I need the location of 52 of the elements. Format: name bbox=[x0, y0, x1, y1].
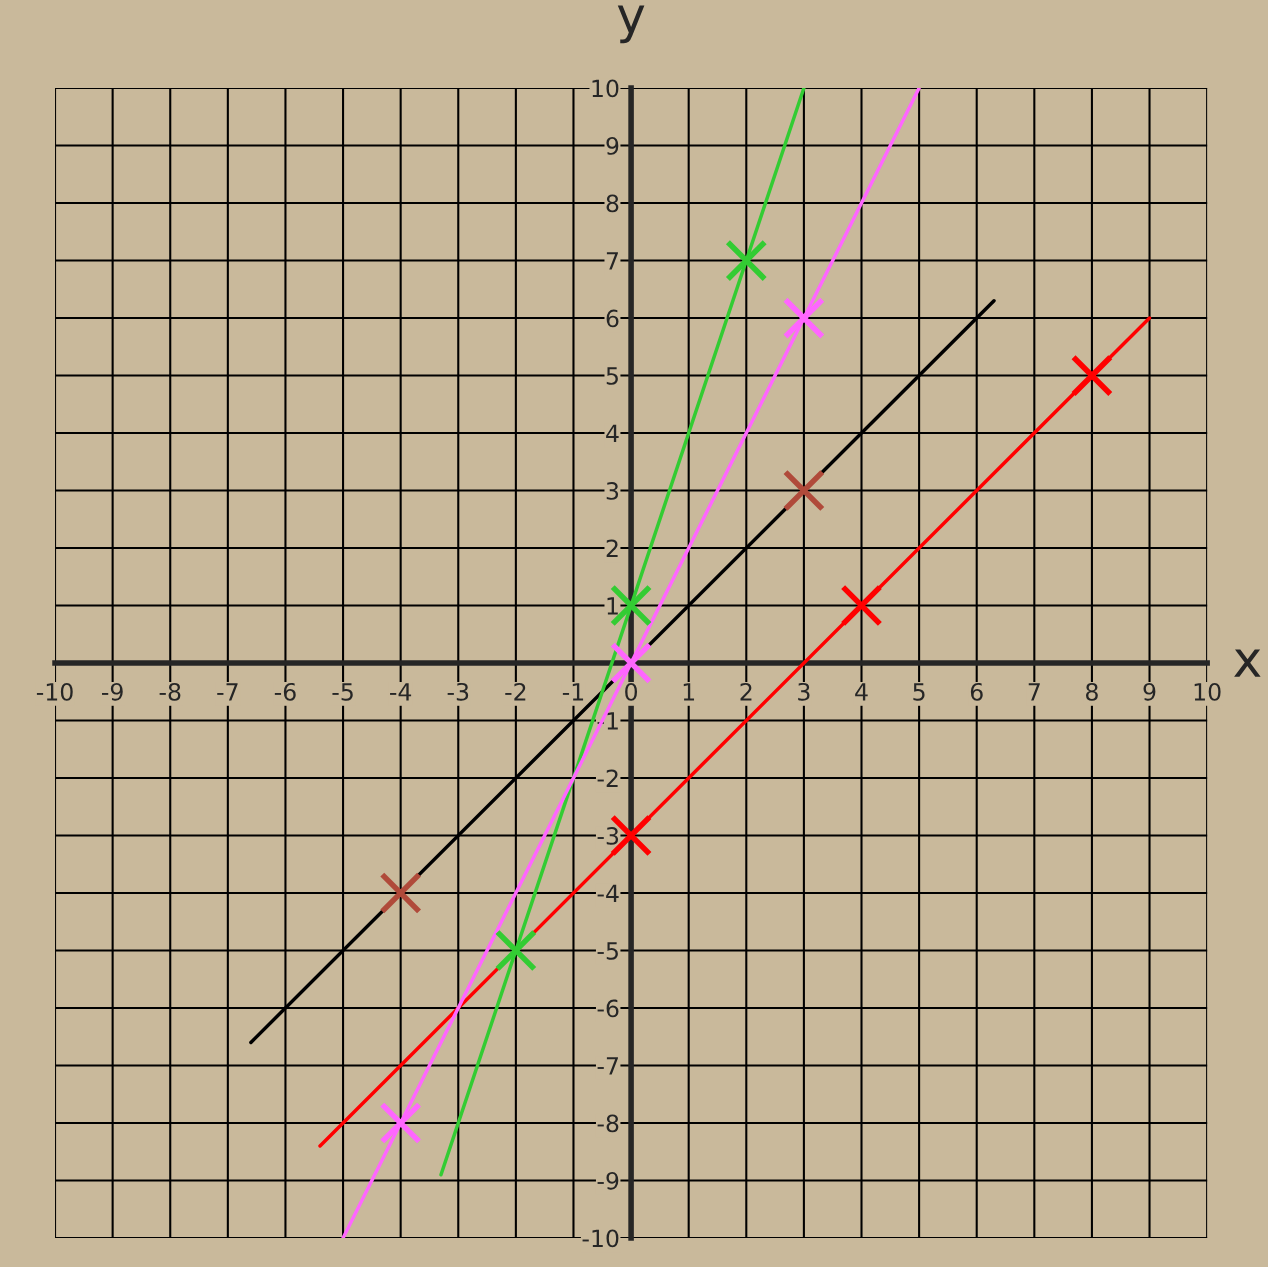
y-tick-label: -5 bbox=[597, 942, 618, 960]
x-tick-label: -6 bbox=[274, 682, 296, 701]
y-tick-label: -6 bbox=[597, 999, 619, 1018]
y-tick-label: 1 bbox=[607, 597, 618, 615]
x-tick-label: -5 bbox=[332, 683, 353, 701]
y-tick-label: 5 bbox=[606, 367, 618, 385]
x-tick-label: 1 bbox=[683, 683, 695, 701]
y-tick-label: -2 bbox=[597, 769, 618, 787]
x-tick-label: 9 bbox=[1143, 682, 1156, 701]
y-tick-label: -9 bbox=[597, 1171, 619, 1190]
x-tick-label: 7 bbox=[1028, 683, 1040, 701]
x-tick-label: -10 bbox=[36, 682, 73, 701]
point bbox=[782, 469, 826, 512]
y-tick-label: 3 bbox=[606, 481, 619, 500]
x-tick-label: -4 bbox=[390, 683, 412, 701]
x-tick-label: -2 bbox=[505, 682, 526, 701]
y-tick-label: 9 bbox=[606, 137, 619, 155]
point bbox=[379, 871, 422, 915]
point bbox=[609, 584, 653, 627]
y-tick-label: -10 bbox=[582, 1229, 619, 1248]
x-tick-label: -7 bbox=[217, 683, 238, 701]
x-axis-title: x bbox=[1234, 649, 1261, 677]
y-tick-label: -8 bbox=[597, 1114, 619, 1133]
y-tick-label: -7 bbox=[597, 1057, 618, 1075]
y-tick-label: 7 bbox=[606, 252, 618, 270]
y-tick-label: -4 bbox=[597, 884, 619, 902]
x-tick-label: 2 bbox=[740, 682, 752, 701]
y-tick-label: 2 bbox=[606, 539, 618, 557]
point bbox=[725, 239, 768, 282]
point bbox=[494, 929, 538, 972]
x-tick-label: 8 bbox=[1086, 682, 1098, 701]
x-tick-label: -3 bbox=[447, 682, 469, 701]
x-tick-label: 4 bbox=[855, 683, 868, 701]
y-tick-label: 10 bbox=[592, 79, 619, 98]
x-tick-label: 3 bbox=[798, 682, 810, 701]
x-tick-label: -9 bbox=[102, 682, 123, 701]
y-tick-label: -3 bbox=[597, 826, 619, 845]
x-tick-label: -8 bbox=[159, 682, 181, 701]
point bbox=[840, 584, 883, 627]
y-axis-title: y bbox=[617, 5, 645, 44]
y-tick-label: 8 bbox=[606, 194, 619, 213]
x-tick-label: 10 bbox=[1194, 682, 1221, 701]
y-tick-label: 6 bbox=[606, 309, 619, 328]
point bbox=[1070, 354, 1114, 397]
y-tick-label: 4 bbox=[606, 424, 619, 443]
x-tick-label: 5 bbox=[913, 683, 925, 701]
point bbox=[609, 641, 653, 685]
point bbox=[379, 1101, 422, 1145]
x-tick-label: 6 bbox=[970, 682, 983, 701]
x-tick-label: -1 bbox=[562, 683, 584, 701]
x-tick-label: 0 bbox=[625, 682, 638, 701]
point bbox=[782, 296, 826, 340]
